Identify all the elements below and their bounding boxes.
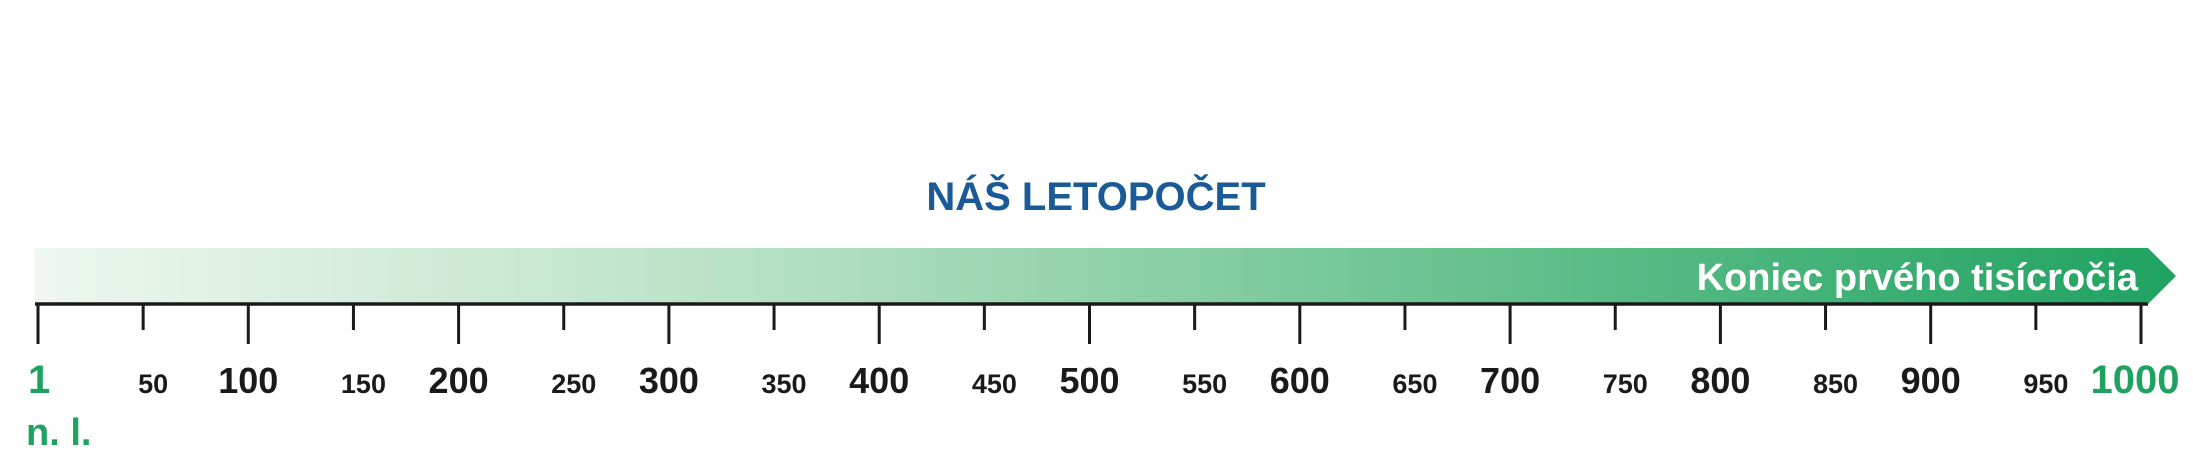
- tick-label-400: 400: [849, 360, 909, 401]
- tick-label-200: 200: [429, 360, 489, 401]
- tick-label-650: 650: [1392, 369, 1437, 399]
- tick-label-100: 100: [218, 360, 278, 401]
- tick-label-900: 900: [1901, 360, 1961, 401]
- tick-label-150: 150: [341, 369, 386, 399]
- band-label: Koniec prvého tisícročia: [1697, 257, 2139, 299]
- tick-label-1: 1: [28, 358, 50, 402]
- tick-label-800: 800: [1690, 360, 1750, 401]
- tick-label-1000: 1000: [2091, 358, 2180, 402]
- tick-label-750: 750: [1603, 369, 1648, 399]
- tick-label-300: 300: [639, 360, 699, 401]
- tick-label-550: 550: [1182, 369, 1227, 399]
- tick-label-350: 350: [762, 369, 807, 399]
- tick-label-850: 850: [1813, 369, 1858, 399]
- tick-label-600: 600: [1270, 360, 1330, 401]
- tick-label-950: 950: [2023, 369, 2068, 399]
- tick-label-500: 500: [1059, 360, 1119, 401]
- timeline-title: NÁŠ LETOPOČET: [926, 173, 1265, 219]
- tick-label-250: 250: [551, 369, 596, 399]
- tick-label-450: 450: [972, 369, 1017, 399]
- timeline-band-arrow: [35, 248, 2176, 304]
- tick-label-700: 700: [1480, 360, 1540, 401]
- tick-label-50: 50: [138, 369, 168, 399]
- tick-group: 1 50 100 150 200 250 300 350 400 450 500 550 600 650 7…: [28, 304, 2179, 402]
- era-label: n. l.: [26, 412, 91, 454]
